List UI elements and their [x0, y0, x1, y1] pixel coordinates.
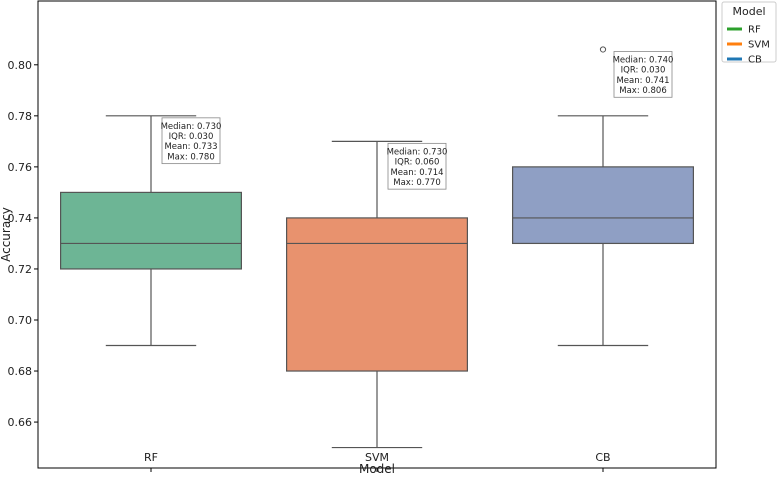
- box-group-rf: [59, 115, 243, 347]
- y-tick-label: 0.66: [8, 416, 33, 429]
- box-group-cb: [511, 46, 694, 347]
- annotation-line: Max: 0.806: [619, 86, 666, 96]
- annotation-frame: [387, 142, 447, 190]
- annotation-line: Mean: 0.733: [164, 142, 217, 152]
- x-tick-label: SVM: [365, 451, 389, 464]
- annotation-line: Mean: 0.714: [390, 168, 443, 178]
- plot-marks: [59, 46, 694, 449]
- annotation-line: IQR: 0.060: [395, 158, 440, 168]
- annotation-line: Max: 0.780: [167, 152, 214, 162]
- legend-label-rf: RF: [748, 25, 761, 36]
- y-tick-label: 0.68: [8, 365, 33, 378]
- annotation-line: IQR: 0.030: [621, 66, 666, 76]
- box-cb: [511, 166, 694, 245]
- legend-title: Model: [732, 5, 765, 18]
- annotation-line: Median: 0.730: [387, 147, 448, 157]
- y-tick-label: 0.72: [8, 263, 33, 276]
- legend: Model RF SVM CB: [721, 1, 777, 66]
- box-svm: [286, 217, 469, 372]
- y-tick-label: 0.76: [8, 161, 33, 174]
- annotation-frame: [161, 117, 221, 165]
- annotation-line: Median: 0.740: [613, 55, 674, 65]
- annotation-line: Max: 0.770: [393, 178, 440, 188]
- annotation-line: Mean: 0.741: [616, 76, 669, 86]
- y-tick-label: 0.80: [8, 59, 33, 72]
- box-group-svm: [286, 140, 469, 449]
- legend-label-cb: CB: [748, 55, 762, 66]
- axes: 0.66 0.68 0.70 0.72 0.74 0.76 0.78 0.80 RF SVM CB: [8, 59, 611, 472]
- annotation-line: IQR: 0.030: [169, 132, 214, 142]
- x-tick-label: CB: [595, 451, 610, 464]
- x-axis-title: Model: [359, 462, 395, 476]
- legend-label-svm: SVM: [748, 40, 770, 51]
- annotation-line: Median: 0.730: [161, 122, 222, 132]
- box-rf: [59, 191, 243, 270]
- y-tick-label: 0.70: [8, 314, 33, 327]
- x-tick-label: RF: [144, 451, 158, 464]
- legend-frame: [721, 1, 777, 63]
- y-tick-label: 0.78: [8, 110, 33, 123]
- outlier-point: [599, 46, 607, 53]
- y-axis-title: Accuracy: [0, 207, 13, 262]
- annotation-frame: [613, 51, 673, 98]
- y-tick-label: 0.74: [8, 212, 33, 225]
